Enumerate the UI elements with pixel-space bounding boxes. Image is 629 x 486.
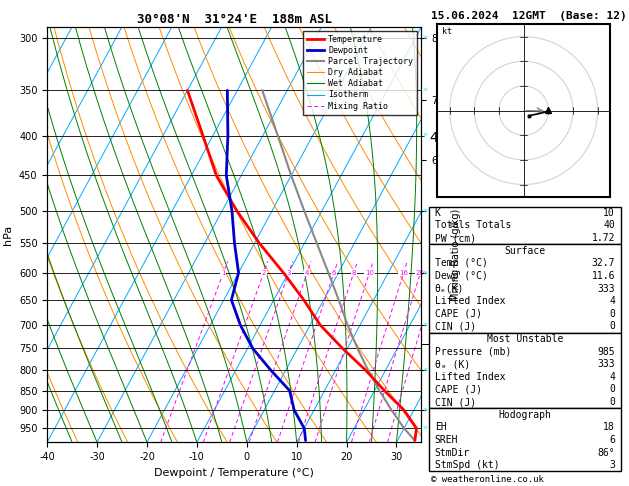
Text: »: »	[423, 207, 428, 216]
Text: θₑ (K): θₑ (K)	[435, 359, 470, 369]
Text: 0: 0	[610, 309, 615, 319]
Text: kt: kt	[442, 27, 452, 36]
Text: CAPE (J): CAPE (J)	[435, 309, 482, 319]
Title: 30°08'N  31°24'E  188m ASL: 30°08'N 31°24'E 188m ASL	[136, 13, 332, 26]
Text: Pressure (mb): Pressure (mb)	[435, 347, 511, 357]
Text: 15.06.2024  12GMT  (Base: 12): 15.06.2024 12GMT (Base: 12)	[431, 11, 626, 21]
Text: 8: 8	[352, 270, 356, 276]
Text: 985: 985	[598, 347, 615, 357]
Text: Lifted Index: Lifted Index	[435, 372, 505, 382]
Text: 4: 4	[305, 270, 309, 276]
Text: Hodograph: Hodograph	[498, 410, 552, 420]
Text: LCL: LCL	[448, 339, 462, 348]
Text: PW (cm): PW (cm)	[435, 233, 476, 243]
Text: CIN (J): CIN (J)	[435, 397, 476, 407]
Bar	[429, 207, 621, 244]
Text: 40: 40	[603, 221, 615, 230]
Text: EH: EH	[435, 422, 447, 432]
Text: 32.7: 32.7	[591, 258, 615, 268]
Text: Surface: Surface	[504, 246, 545, 256]
Text: 6: 6	[610, 435, 615, 445]
Text: Totals Totals: Totals Totals	[435, 221, 511, 230]
Text: K: K	[435, 208, 440, 218]
Text: 3: 3	[610, 460, 615, 470]
Text: © weatheronline.co.uk: © weatheronline.co.uk	[431, 474, 543, 484]
Text: 1: 1	[221, 270, 226, 276]
Text: »: »	[423, 34, 428, 43]
Text: StmSpd (kt): StmSpd (kt)	[435, 460, 499, 470]
Text: θₑ(K): θₑ(K)	[435, 283, 464, 294]
Text: »: »	[423, 405, 428, 415]
Text: 1.72: 1.72	[591, 233, 615, 243]
Bar	[429, 244, 621, 333]
Text: Dewp (°C): Dewp (°C)	[435, 271, 487, 281]
Text: 16: 16	[399, 270, 408, 276]
Bar	[429, 408, 621, 471]
Text: 86°: 86°	[598, 448, 615, 457]
Text: 0: 0	[610, 384, 615, 395]
Text: 10: 10	[365, 270, 374, 276]
Legend: Temperature, Dewpoint, Parcel Trajectory, Dry Adiabat, Wet Adiabat, Isotherm, Mi: Temperature, Dewpoint, Parcel Trajectory…	[303, 31, 417, 115]
Text: Mixing Ratio (g/kg): Mixing Ratio (g/kg)	[451, 209, 461, 301]
Text: CIN (J): CIN (J)	[435, 321, 476, 331]
Text: Temp (°C): Temp (°C)	[435, 258, 487, 268]
Text: 18: 18	[603, 422, 615, 432]
Text: »: »	[423, 131, 428, 140]
Text: CAPE (J): CAPE (J)	[435, 384, 482, 395]
Text: 4: 4	[610, 296, 615, 306]
Text: 10: 10	[603, 208, 615, 218]
Text: »: »	[423, 320, 428, 330]
X-axis label: Dewpoint / Temperature (°C): Dewpoint / Temperature (°C)	[154, 468, 314, 478]
Y-axis label: hPa: hPa	[3, 225, 13, 244]
Text: 333: 333	[598, 359, 615, 369]
Y-axis label: km
ASL: km ASL	[490, 224, 508, 245]
Text: 3: 3	[286, 270, 291, 276]
Text: 333: 333	[598, 283, 615, 294]
Text: 11.6: 11.6	[591, 271, 615, 281]
Text: Lifted Index: Lifted Index	[435, 296, 505, 306]
Text: »: »	[423, 86, 428, 95]
Text: »: »	[423, 268, 428, 278]
Text: StmDir: StmDir	[435, 448, 470, 457]
Text: 20: 20	[416, 270, 425, 276]
Text: 4: 4	[610, 372, 615, 382]
Bar	[429, 333, 621, 408]
Text: 6: 6	[331, 270, 337, 276]
Text: »: »	[423, 365, 428, 375]
Text: SREH: SREH	[435, 435, 459, 445]
Text: 0: 0	[610, 397, 615, 407]
Text: 0: 0	[610, 321, 615, 331]
Text: Most Unstable: Most Unstable	[487, 334, 563, 344]
Text: »: »	[423, 424, 428, 433]
Text: 2: 2	[262, 270, 266, 276]
